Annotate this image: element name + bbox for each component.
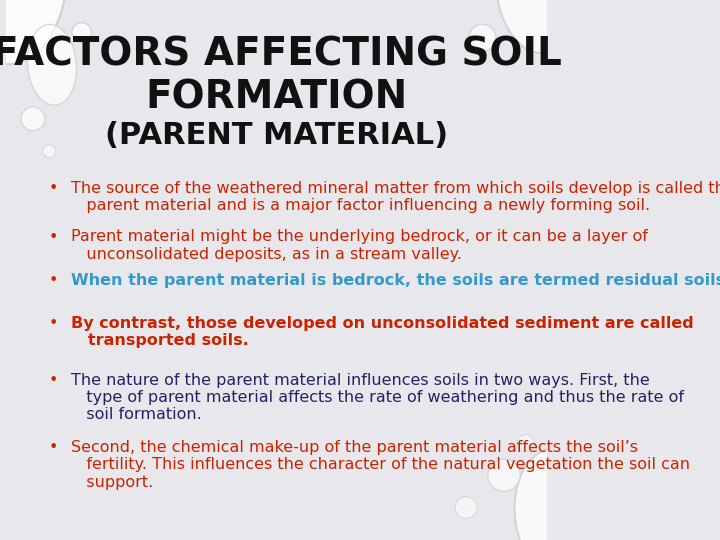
Text: •: • — [49, 273, 69, 288]
Text: Parent material might be the underlying bedrock, or it can be a layer of
   unco: Parent material might be the underlying … — [71, 230, 648, 262]
Text: •: • — [49, 181, 69, 196]
Text: When the parent material is bedrock, the soils are termed residual soils.: When the parent material is bedrock, the… — [71, 273, 720, 288]
Text: The nature of the parent material influences soils in two ways. First, the
   ty: The nature of the parent material influe… — [71, 373, 684, 422]
Ellipse shape — [497, 0, 565, 53]
Text: FACTORS AFFECTING SOIL: FACTORS AFFECTING SOIL — [0, 35, 562, 73]
Text: The source of the weathered mineral matter from which soils develop is called th: The source of the weathered mineral matt… — [71, 181, 720, 213]
Text: FORMATION: FORMATION — [145, 78, 408, 116]
Ellipse shape — [0, 0, 66, 64]
Text: •: • — [49, 440, 69, 455]
Circle shape — [487, 459, 521, 491]
Circle shape — [72, 23, 91, 42]
Text: Second, the chemical make-up of the parent material affects the soil’s
   fertil: Second, the chemical make-up of the pare… — [71, 440, 690, 490]
Ellipse shape — [515, 448, 602, 540]
Circle shape — [455, 497, 477, 518]
Text: By contrast, those developed on unconsolidated sediment are called
   transporte: By contrast, those developed on unconsol… — [71, 316, 693, 348]
Text: •: • — [49, 316, 69, 331]
Text: •: • — [49, 373, 69, 388]
Text: •: • — [49, 230, 69, 245]
Circle shape — [518, 435, 534, 451]
Circle shape — [21, 107, 45, 131]
Text: (PARENT MATERIAL): (PARENT MATERIAL) — [105, 120, 448, 150]
Circle shape — [42, 145, 55, 158]
Ellipse shape — [27, 24, 76, 105]
Circle shape — [469, 24, 496, 51]
